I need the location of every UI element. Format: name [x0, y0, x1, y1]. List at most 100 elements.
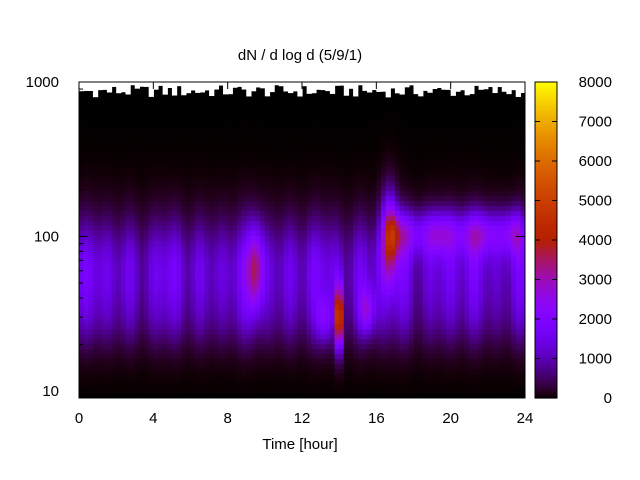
heatmap-cell [329, 319, 336, 325]
heatmap-cell [459, 141, 466, 147]
heatmap-cell [404, 309, 410, 315]
heatmap-cell [204, 314, 210, 320]
heatmap-cell [97, 230, 103, 236]
heatmap-cell [450, 225, 456, 231]
heatmap-cell [353, 141, 359, 147]
heatmap-cell [130, 230, 136, 236]
heatmap-cell [195, 121, 201, 128]
heatmap-cell [176, 348, 182, 355]
heatmap-cell [185, 299, 192, 305]
heatmap-cell [274, 190, 280, 197]
heatmap-cell [162, 269, 168, 276]
heatmap-cell [213, 161, 219, 167]
heatmap-cell [111, 180, 117, 187]
heatmap-cell [218, 116, 224, 123]
heatmap-cell [274, 165, 280, 172]
heatmap-cell [408, 333, 415, 340]
heatmap-cell [218, 146, 224, 152]
heatmap-cell [92, 333, 99, 340]
heatmap-cell [408, 368, 415, 374]
heatmap-cell [459, 284, 466, 290]
heatmap-cell [92, 96, 99, 103]
heatmap-cell [311, 319, 317, 325]
heatmap-cell [125, 304, 131, 310]
heatmap-cell [427, 314, 433, 320]
heatmap-cell [399, 121, 405, 128]
heatmap-cell [427, 141, 433, 147]
heatmap-cell [199, 388, 206, 394]
heatmap-cell [394, 111, 401, 118]
heatmap-cell [278, 294, 285, 300]
heatmap-cell [380, 358, 387, 365]
heatmap-cell [408, 210, 415, 216]
heatmap-cell [88, 220, 94, 226]
heatmap-cell [97, 333, 103, 340]
heatmap-cell [213, 328, 219, 335]
heatmap-cell [88, 185, 94, 192]
heatmap-cell [306, 220, 312, 226]
heatmap-cell [148, 259, 154, 266]
heatmap-cell [450, 289, 456, 295]
heatmap-cell [297, 319, 303, 325]
heatmap-cell [92, 368, 99, 374]
heatmap-cell [130, 249, 136, 256]
heatmap-cell [167, 161, 173, 167]
heatmap-cell [139, 96, 145, 103]
heatmap-cell [195, 284, 201, 290]
heatmap-cell [292, 269, 298, 276]
heatmap-cell [380, 240, 387, 246]
heatmap-cell [250, 195, 257, 202]
heatmap-cell [213, 215, 219, 221]
heatmap-cell [399, 378, 405, 384]
heatmap-cell [116, 230, 122, 236]
heatmap-cell [441, 151, 447, 157]
heatmap-cell [422, 304, 429, 310]
heatmap-cell [404, 323, 410, 330]
heatmap-cell [102, 240, 108, 246]
heatmap-cell [176, 304, 182, 310]
heatmap-cell [130, 299, 136, 305]
heatmap-cell [190, 388, 196, 394]
heatmap-cell [269, 146, 275, 152]
heatmap-cell [167, 269, 173, 276]
heatmap-cell [204, 343, 210, 350]
heatmap-cell [97, 225, 103, 231]
heatmap-cell [232, 274, 238, 281]
heatmap-cell [125, 146, 131, 152]
heatmap-cell [278, 205, 285, 211]
heatmap-cell [367, 348, 373, 355]
heatmap-cell [125, 264, 131, 271]
heatmap-cell [432, 259, 438, 266]
heatmap-cell [162, 264, 168, 271]
heatmap-cell [343, 328, 350, 335]
heatmap-cell [283, 101, 289, 108]
heatmap-cell [394, 230, 401, 236]
heatmap-cell [306, 185, 312, 192]
heatmap-cell [83, 185, 89, 192]
heatmap-cell [422, 299, 429, 305]
heatmap-cell [130, 328, 136, 335]
heatmap-cell [399, 165, 405, 172]
heatmap-cell [223, 244, 229, 251]
heatmap-cell [195, 106, 201, 113]
heatmap-cell [367, 220, 373, 226]
heatmap-cell [297, 161, 303, 167]
heatmap-cell [292, 348, 298, 355]
heatmap-cell [134, 314, 140, 320]
heatmap-cell [353, 383, 359, 389]
heatmap-cell [157, 210, 164, 216]
heatmap-cell [181, 220, 187, 226]
heatmap-cell [292, 353, 298, 360]
heatmap-cell [380, 106, 387, 113]
heatmap-cell [204, 156, 210, 162]
heatmap-cell [274, 383, 280, 389]
heatmap-cell [288, 126, 294, 132]
heatmap-cell [144, 121, 150, 128]
heatmap-cell [171, 200, 178, 207]
heatmap-cell [218, 161, 224, 167]
heatmap-cell [213, 116, 219, 123]
heatmap-cell [446, 269, 452, 276]
heatmap-cell [297, 170, 303, 177]
heatmap-cell [241, 170, 247, 177]
heatmap-cell [246, 309, 252, 315]
